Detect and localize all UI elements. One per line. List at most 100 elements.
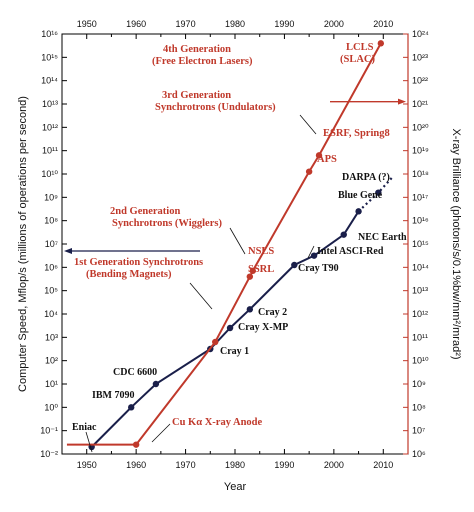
x-tick-label-top: 1950 — [77, 19, 97, 29]
left-y-tick-label: 10¹⁵ — [41, 52, 58, 62]
left-y-tick-label: 10¹² — [42, 122, 58, 132]
left-y-tick-label: 10¹⁶ — [41, 29, 58, 39]
x-tick-label-top: 1990 — [274, 19, 294, 29]
cu-leader — [151, 423, 171, 443]
right-y-tick-label: 10¹¹ — [412, 332, 428, 342]
x-tick-label-top: 1970 — [176, 19, 196, 29]
data-point — [375, 189, 382, 196]
data-point — [226, 324, 234, 332]
x-tick-label-bottom: 1990 — [274, 460, 294, 470]
left-y-tick-label: 10¹³ — [42, 99, 58, 109]
cray2-label: Cray 2 — [258, 307, 287, 318]
computer-speed-projection — [357, 175, 394, 213]
data-point — [291, 261, 298, 269]
x-tick-label-bottom: 1950 — [77, 460, 97, 470]
data-point — [246, 273, 254, 280]
left-y-tick-label: 10¹¹ — [42, 146, 58, 156]
right-y-tick-label: 10¹³ — [412, 286, 428, 296]
gen4-label: 4th Generation — [163, 44, 231, 55]
left-y-tick-label: 10⁸ — [44, 216, 58, 226]
x-tick-label-bottom: 1980 — [225, 460, 245, 470]
gen3-label: Synchrotrons (Undulators) — [155, 102, 276, 113]
x-tick-label-bottom: 1970 — [176, 460, 196, 470]
gen1-leader — [189, 282, 213, 310]
right-y-tick-label: 10¹⁵ — [412, 239, 429, 249]
gen2-label: 2nd Generation — [110, 206, 180, 217]
data-point — [310, 252, 318, 259]
lcls-label: (SLAC) — [340, 54, 376, 65]
crayt90-label: Cray T90 — [298, 263, 339, 274]
tick-layer: 1950 1950 1960 1960 1970 1970 1980 1980 1990 1990… — [40, 19, 429, 470]
left-axis-arrowhead — [64, 248, 72, 254]
gen1-label: 1st Generation Synchrotrons — [74, 257, 203, 268]
gen3-label: 3rd Generation — [162, 90, 231, 101]
data-point — [128, 404, 135, 411]
left-y-tick-label: 10⁶ — [44, 262, 58, 272]
x-tick-label-bottom: 2010 — [373, 460, 393, 470]
nsls-label: NSLS — [248, 246, 274, 257]
gen3-leader — [299, 114, 317, 135]
right-y-tick-label: 10¹⁴ — [412, 262, 429, 272]
nec-label: NEC Earth — [358, 232, 407, 243]
data-point — [152, 380, 160, 388]
x-axis-label: Year — [224, 481, 247, 493]
eniac-leader — [85, 431, 93, 453]
aps-label: APS — [317, 154, 337, 165]
right-y-tick-label: 10²¹ — [412, 99, 428, 109]
esrf-label: ESRF, Spring8 — [323, 128, 390, 139]
data-point — [132, 441, 140, 448]
asci-leader — [307, 245, 315, 259]
cdc-label: CDC 6600 — [113, 367, 157, 378]
x-tick-label-top: 2000 — [324, 19, 344, 29]
left-y-tick-label: 10⁷ — [45, 239, 58, 249]
left-y-tick-label: 10² — [45, 356, 58, 366]
x-tick-label-top: 1960 — [126, 19, 146, 29]
right-y-tick-label: 10⁷ — [412, 426, 425, 436]
right-y-tick-label: 10⁹ — [412, 379, 426, 389]
data-point — [305, 168, 313, 175]
data-point — [340, 231, 347, 238]
right-y-tick-label: 10²⁴ — [412, 29, 429, 39]
data-point — [377, 40, 385, 47]
left-y-tick-label: 10⁻¹ — [40, 426, 58, 436]
data-point — [246, 306, 254, 313]
right-y-tick-label: 10¹⁷ — [412, 192, 428, 202]
right-y-tick-label: 10¹⁸ — [412, 169, 429, 179]
darpa-label: DARPA (?) — [342, 172, 390, 183]
y-axis-label-left: Computer Speed, Mflop/s (millions of ope… — [17, 96, 29, 392]
x-tick-label-top: 2010 — [373, 19, 393, 29]
eniac-label: Eniac — [72, 422, 97, 433]
asci-label: Intel ASCI-Red — [317, 246, 384, 257]
right-y-tick-label: 10²² — [412, 76, 428, 86]
data-point — [315, 152, 323, 159]
annotation-layer: 4th Generation(Free Electron Lasers) LCLS… — [64, 42, 407, 453]
left-y-tick-label: 10⁻² — [40, 449, 58, 459]
ibm-label: IBM 7090 — [92, 390, 135, 401]
right-y-tick-label: 10²³ — [412, 52, 428, 62]
left-y-tick-label: 10¹⁴ — [41, 76, 58, 86]
right-y-tick-label: 10¹⁶ — [412, 216, 429, 226]
left-y-tick-label: 10³ — [45, 332, 58, 342]
bluegene-label: Blue Gene — [338, 190, 383, 201]
right-y-tick-label: 10¹² — [412, 309, 428, 319]
right-y-tick-label: 10¹⁰ — [412, 356, 429, 366]
right-axis-arrowhead — [398, 98, 406, 105]
x-tick-label-bottom: 1960 — [126, 460, 146, 470]
computer-speed-line — [90, 210, 360, 448]
right-y-tick-label: 10²⁰ — [412, 122, 429, 132]
ssrl-label: SSRL — [248, 264, 274, 275]
data-point — [249, 267, 256, 275]
cu-label: Cu Kα X-ray Anode — [172, 417, 262, 428]
x-tick-label-bottom: 2000 — [324, 460, 344, 470]
series-layer — [66, 40, 394, 451]
right-y-tick-label: 10⁶ — [412, 449, 426, 459]
left-y-tick-label: 10⁰ — [44, 402, 58, 412]
gen1-label: (Bending Magnets) — [86, 269, 172, 280]
gen4-label: (Free Electron Lasers) — [152, 56, 253, 67]
gen2-leader — [229, 227, 246, 255]
data-point — [355, 208, 362, 215]
right-y-tick-label: 10⁸ — [412, 402, 426, 412]
y-axis-label-right: X-ray Brilliance (photons/s/0.1%bw/mm²/m… — [450, 128, 462, 359]
data-point — [212, 338, 219, 346]
